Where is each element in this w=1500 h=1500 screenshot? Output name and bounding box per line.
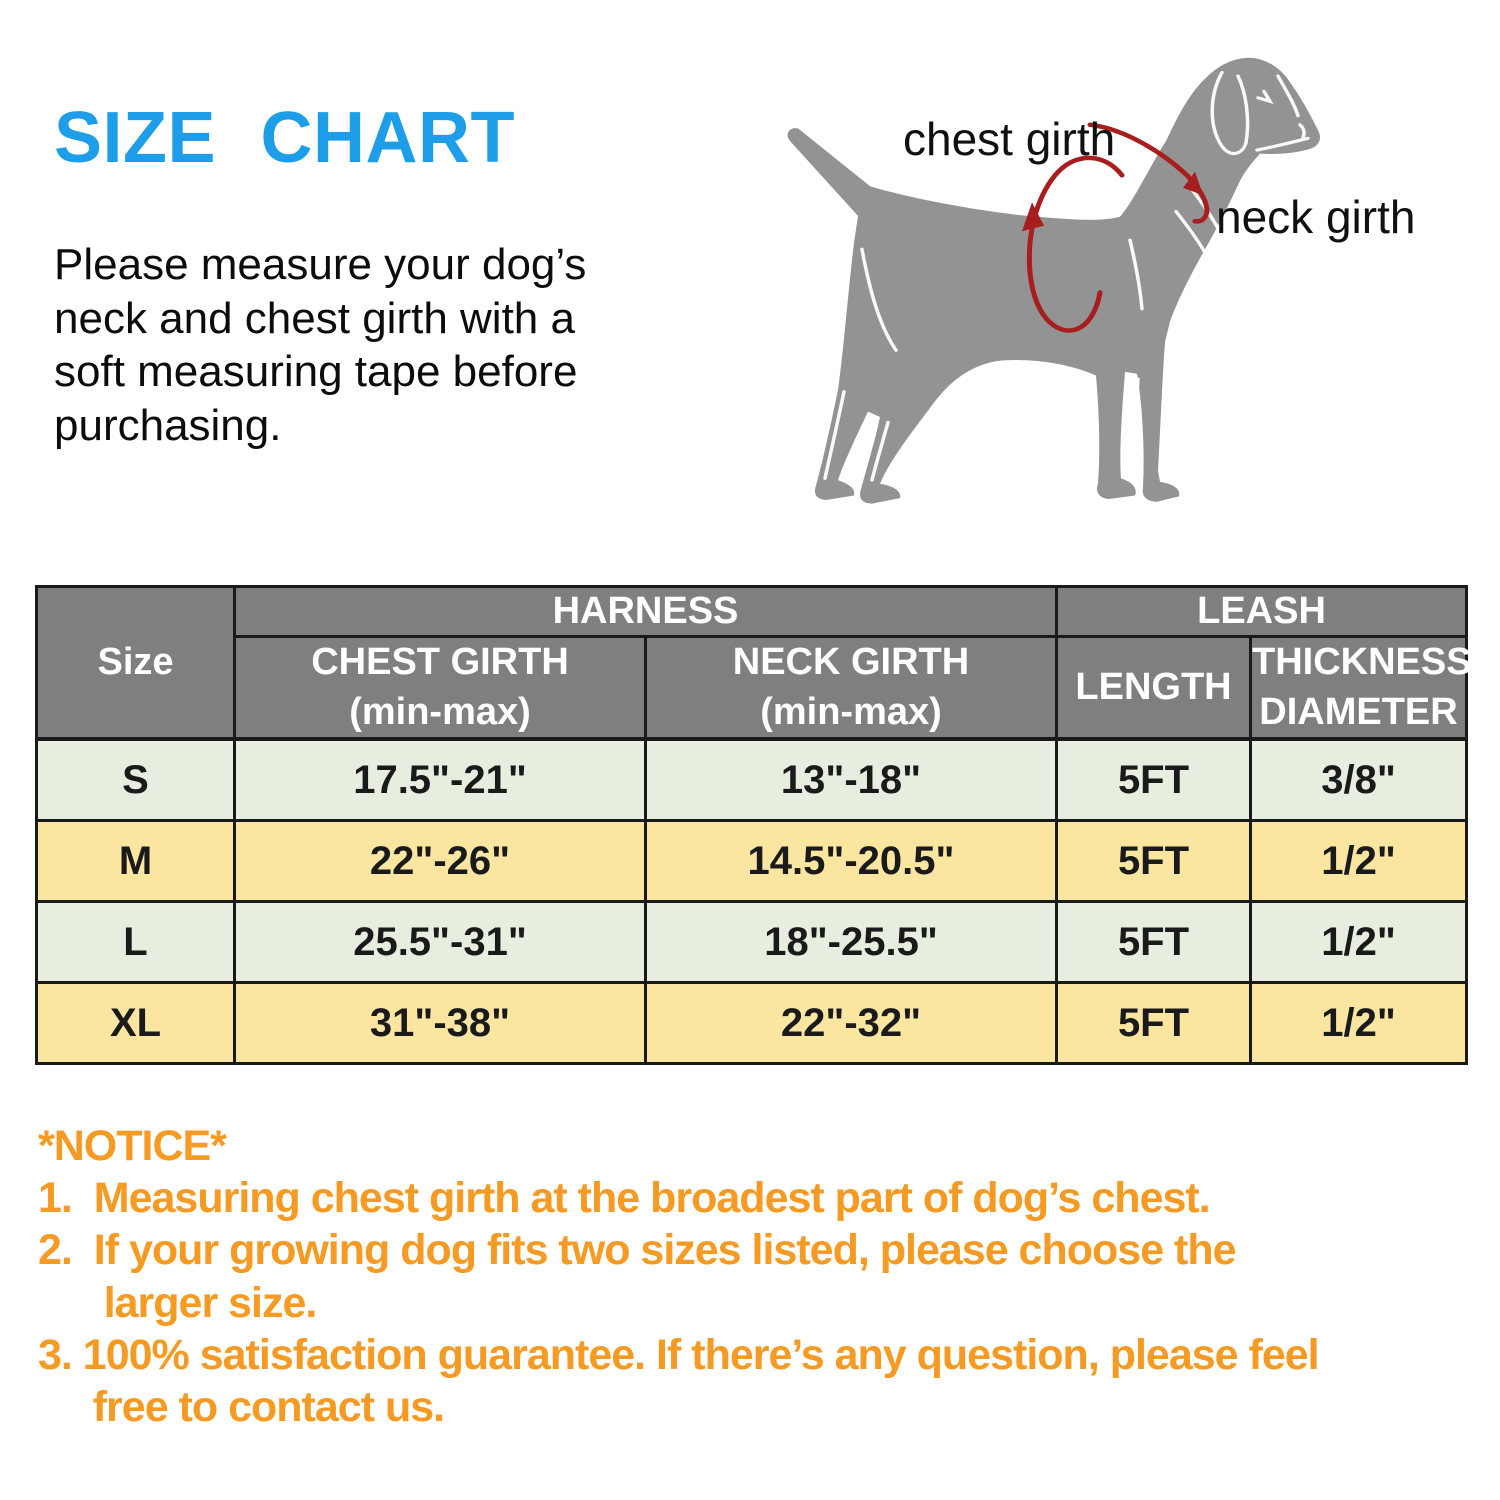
- table-row: M 22"-26" 14.5"-20.5" 5FT 1/2": [35, 819, 1469, 903]
- cell-neck-girth: 18"-25.5": [644, 900, 1058, 984]
- cell-size: L: [35, 900, 236, 984]
- dog-front-leg-line: [1133, 377, 1140, 491]
- dog-nose-line: [1298, 123, 1306, 139]
- cell-leash-length: 5FT: [1055, 981, 1252, 1065]
- cell-chest-girth: 25.5"-31": [233, 900, 647, 984]
- dog-eye-mark: [1256, 89, 1274, 105]
- table-row: XL 31"-38" 22"-32" 5FT 1/2": [35, 981, 1469, 1065]
- cell-size: M: [35, 819, 236, 903]
- table-row: L 25.5"-31" 18"-25.5" 5FT 1/2": [35, 900, 1469, 984]
- dog-rear-leg-line-2: [823, 390, 846, 480]
- cell-leash-thickness: 1/2": [1248, 819, 1469, 903]
- chest-girth-arrow: [1026, 155, 1125, 333]
- cell-leash-thickness: 1/2": [1248, 900, 1469, 984]
- col-header-length: LENGTH: [1055, 635, 1252, 741]
- group-header-harness: HARNESS: [233, 585, 1058, 638]
- col-header-chest-girth: CHEST GIRTH (min-max): [233, 635, 647, 741]
- cell-size: XL: [35, 981, 236, 1065]
- group-header-leash: LEASH: [1054, 585, 1469, 638]
- cell-leash-thickness: 1/2": [1248, 981, 1469, 1065]
- chest-girth-arrowhead: [1022, 202, 1044, 232]
- table-row: S 17.5"-21" 13"-18" 5FT 3/8": [35, 737, 1469, 822]
- intro-text: Please measure your dog’s neck and chest…: [54, 240, 587, 451]
- col-header-size: Size: [35, 585, 236, 741]
- cell-leash-length: 5FT: [1055, 819, 1252, 903]
- table-column-header-row: CHEST GIRTH (min-max) NECK GIRTH (min-ma…: [37, 635, 1472, 741]
- dog-neck-line-2: [1174, 209, 1212, 264]
- dog-rear-leg-line-1: [870, 420, 890, 482]
- cell-chest-girth: 22"-26": [233, 819, 647, 903]
- chest-girth-label: chest girth: [903, 113, 1116, 165]
- page-title: SIZE CHART: [54, 98, 515, 178]
- notice-text: *NOTICE* 1. Measuring chest girth at the…: [38, 1122, 1320, 1432]
- dog-jaw-line: [1255, 136, 1310, 152]
- size-chart-table: Size HARNESS LEASH CHEST GIRTH (min-max)…: [35, 585, 1472, 1065]
- table-group-header-row: Size HARNESS LEASH: [35, 585, 1469, 741]
- cell-neck-girth: 13"-18": [644, 737, 1058, 822]
- cell-leash-thickness: 3/8": [1248, 737, 1469, 822]
- cell-leash-length: 5FT: [1055, 737, 1252, 822]
- neck-girth-label: neck girth: [1216, 191, 1416, 243]
- dog-silhouette: [787, 57, 1320, 504]
- cell-neck-girth: 22"-32": [644, 981, 1058, 1065]
- dog-shoulder-line: [1128, 238, 1144, 311]
- measurement-arrows: [1022, 122, 1210, 333]
- cell-neck-girth: 14.5"-20.5": [644, 819, 1058, 903]
- neck-girth-arrowhead: [1183, 171, 1203, 196]
- dog-ear-line: [1210, 70, 1250, 155]
- cell-chest-girth: 17.5"-21": [233, 737, 647, 822]
- cell-size: S: [35, 737, 236, 822]
- dog-forehead-line: [1276, 74, 1300, 118]
- col-header-thickness: THICKNESS DIAMETER: [1248, 635, 1472, 741]
- cell-leash-length: 5FT: [1055, 900, 1252, 984]
- cell-chest-girth: 31"-38": [233, 981, 647, 1065]
- dog-haunch-line: [860, 247, 898, 352]
- dog-body-shape: [787, 57, 1320, 504]
- col-header-neck-girth: NECK GIRTH (min-max): [644, 635, 1058, 741]
